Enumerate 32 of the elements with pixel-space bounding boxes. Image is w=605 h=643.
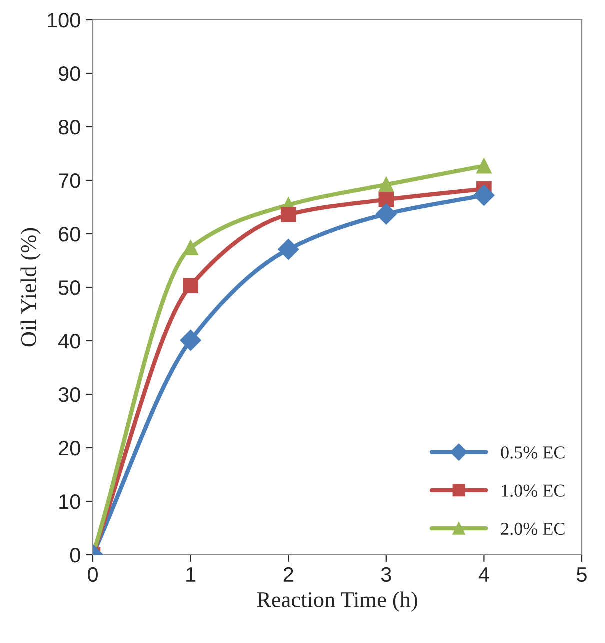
y-tick-label: 20 [59,441,80,456]
point [476,158,492,174]
x-tick-label: 2 [284,567,294,582]
y-tick-label: 90 [59,66,80,82]
point [278,239,300,260]
point [474,184,495,206]
x-tick-label: 3 [381,567,392,582]
point [183,240,198,256]
x-tick-label: 0 [88,567,98,582]
legend-label: 2.0% EC [501,522,565,536]
y-tick-label: 0 [70,548,80,563]
y-tick-label: 40 [58,334,80,349]
y-tick-label: 60 [59,227,80,242]
y-tick-label: 100 [48,13,80,28]
y-tick-label: 70 [59,174,80,188]
point [378,177,394,192]
y-tick-label: 30 [58,388,80,402]
x-axis-title: Reaction Time (h) [257,592,418,612]
point [378,192,394,208]
legend-label: 0.5% EC [501,446,565,459]
x-tick-label: 5 [577,568,587,582]
x-tick-label: 4 [478,568,490,582]
y-axis-title: Oil Yield (%) [20,228,41,347]
x-tick-label: 1 [186,568,196,582]
y-tick-label: 80 [58,120,80,135]
point [376,204,397,225]
y-tick-label: 50 [58,280,80,296]
y-tick-label: 10 [60,494,80,510]
point [183,278,198,294]
point [180,330,202,351]
point [280,207,296,222]
legend-label: 1.0% EC [502,484,565,498]
